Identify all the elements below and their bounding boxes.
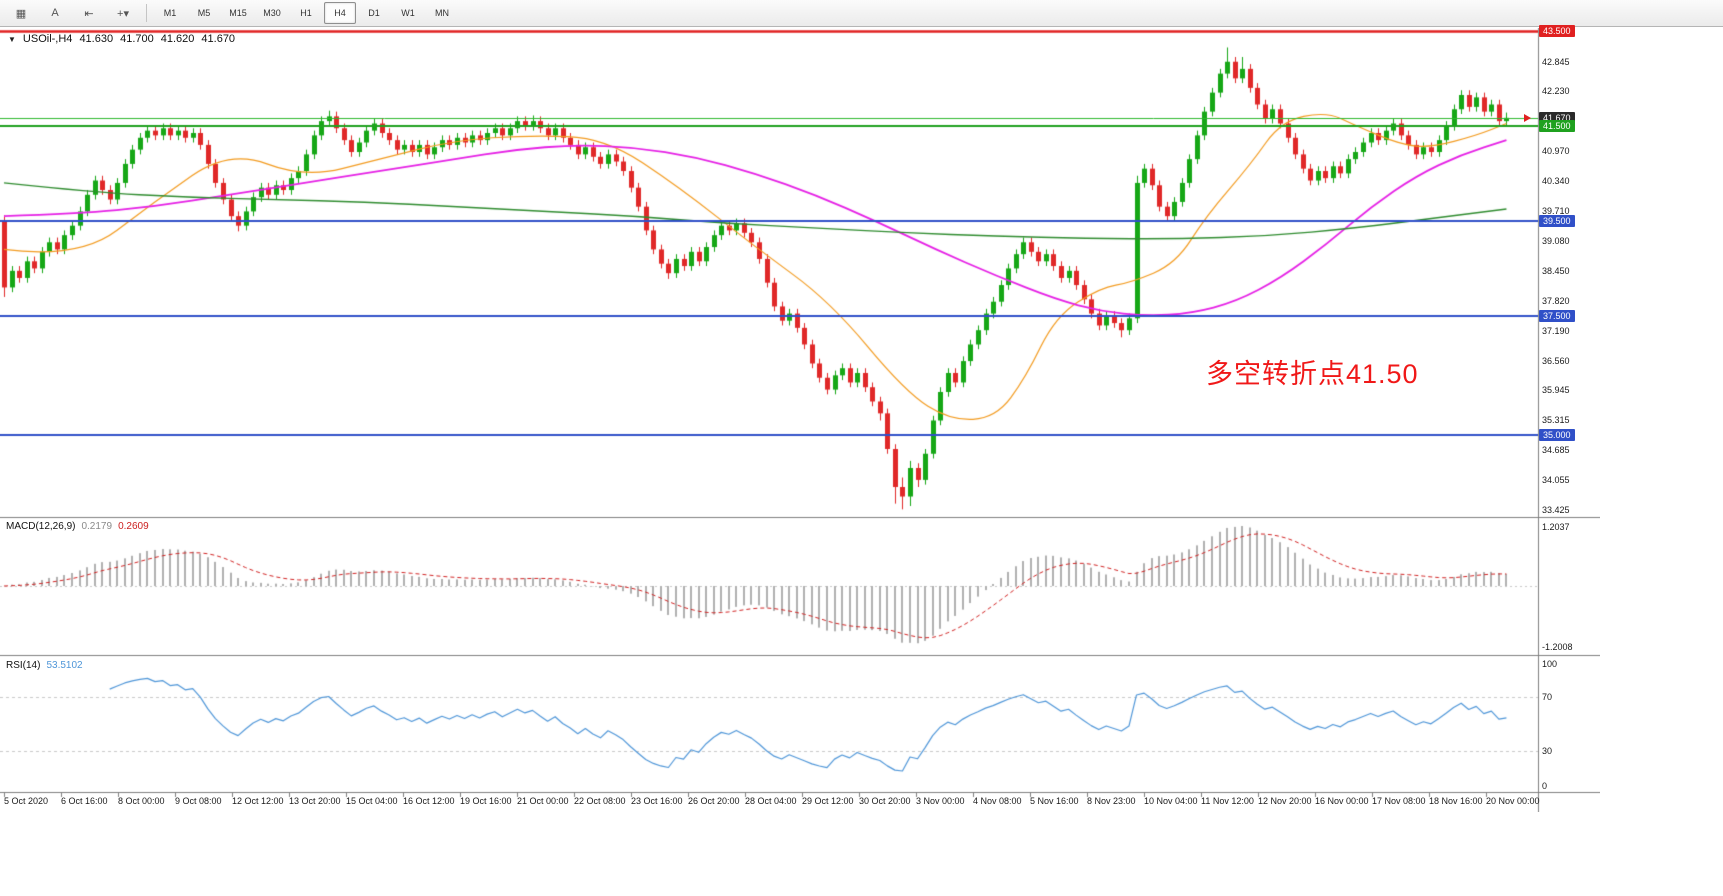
price-tick-label: 42.845 xyxy=(1542,56,1570,67)
price-tick-label: 37.820 xyxy=(1542,295,1570,306)
rsi-scale-label: 30 xyxy=(1542,745,1553,756)
time-tick-label: 12 Nov 20:00 xyxy=(1258,796,1312,806)
time-tick-label: 26 Oct 20:00 xyxy=(688,796,740,806)
chart-windows-icon[interactable]: ▦ xyxy=(15,7,27,20)
macd-value: 0.2179 xyxy=(81,521,113,532)
insert-text-icon[interactable]: A xyxy=(51,7,59,19)
price-tick-label: 34.055 xyxy=(1542,474,1570,485)
time-tick-label: 3 Nov 00:00 xyxy=(916,796,965,806)
chart-header: ▼ USOil-,H4 41.630 41.700 41.620 41.670 xyxy=(8,33,235,45)
price-level-badge: 35.000 xyxy=(1539,428,1575,441)
time-tick-label: 17 Nov 08:00 xyxy=(1372,796,1426,806)
time-tick-label: 18 Nov 16:00 xyxy=(1429,796,1483,806)
price-tick-label: 35.945 xyxy=(1542,384,1570,395)
price-tick-label: 38.450 xyxy=(1542,265,1570,276)
timeframe-button-m5[interactable]: M5 xyxy=(197,8,211,18)
price-level-badge: 39.500 xyxy=(1539,214,1575,227)
symbol-title: USOil-,H4 xyxy=(22,33,73,45)
time-tick-label: 16 Oct 12:00 xyxy=(403,796,455,806)
timeframe-button-mn[interactable]: MN xyxy=(435,8,449,18)
price-level-badge: 37.500 xyxy=(1539,309,1575,322)
timeframe-button-h1[interactable]: H1 xyxy=(300,8,312,18)
time-tick-label: 9 Oct 08:00 xyxy=(175,796,222,806)
chart-annotation[interactable]: 多空转折点41.50 xyxy=(1206,359,1419,389)
price-tick-label: 42.230 xyxy=(1542,86,1570,97)
timeframe-button-d1[interactable]: D1 xyxy=(368,8,380,18)
price-scale[interactable]: 42.845 42.230 40.970 40.340 39.710 39.080 38.4… xyxy=(1538,24,1723,812)
ohlc-open: 41.630 xyxy=(79,33,114,45)
timeframe-button-m15[interactable]: M15 xyxy=(229,8,247,18)
price-tick-label: 40.970 xyxy=(1542,146,1570,157)
time-tick-label: 22 Oct 08:00 xyxy=(574,796,626,806)
price-tick-label: 36.560 xyxy=(1542,355,1570,366)
time-axis[interactable]: 5 Oct 2020 6 Oct 16:00 8 Oct 00:00 9 Oct 08… xyxy=(0,793,1540,813)
ohlc-low: 41.620 xyxy=(160,33,195,45)
time-tick-label: 5 Oct 2020 xyxy=(4,796,49,806)
time-tick-label: 5 Nov 16:00 xyxy=(1030,796,1079,806)
price-tick-label: 34.685 xyxy=(1542,444,1570,455)
time-tick-label: 8 Oct 00:00 xyxy=(118,796,165,806)
time-tick-label: 10 Nov 04:00 xyxy=(1144,796,1198,806)
price-tick-label: 33.425 xyxy=(1542,504,1570,515)
rsi-scale-label: 100 xyxy=(1542,659,1558,669)
time-tick-label: 28 Oct 04:00 xyxy=(745,796,797,806)
crosshair-icon[interactable]: +▾ xyxy=(117,7,129,20)
time-tick-label: 11 Nov 12:00 xyxy=(1201,796,1254,806)
macd-signal-value: 0.2609 xyxy=(118,521,149,532)
price-tick-label: 37.190 xyxy=(1542,325,1570,336)
collapse-triangle-icon[interactable]: ▼ xyxy=(8,34,16,44)
time-tick-label: 20 Nov 00:00 xyxy=(1486,796,1540,806)
macd-scale-label: 1.2037 xyxy=(1542,522,1570,532)
rsi-indicator-label: RSI(14) 53.5102 xyxy=(6,660,83,671)
ohlc-high: 41.700 xyxy=(120,33,154,45)
chart-shift-icon[interactable]: ⇤ xyxy=(84,7,94,20)
toolbar: ▦ A ⇤ +▾ M1 M5 M15 M30 H1 H4 D1 W1 MN xyxy=(0,0,1723,27)
toolbar-icon-group: ▦ A ⇤ +▾ xyxy=(4,2,140,24)
toolbar-separator xyxy=(146,4,147,22)
time-tick-label: 8 Nov 23:00 xyxy=(1087,796,1136,806)
price-tick-label: 39.710 xyxy=(1542,205,1570,216)
macd-name: MACD(12,26,9) xyxy=(6,521,76,532)
time-tick-label: 13 Oct 20:00 xyxy=(289,796,341,806)
price-tick-label: 35.315 xyxy=(1542,414,1570,425)
price-chart-canvas[interactable] xyxy=(0,28,1600,812)
time-tick-label: 12 Oct 12:00 xyxy=(232,796,284,806)
time-tick-label: 21 Oct 00:00 xyxy=(517,796,569,806)
timeframe-button-m1[interactable]: M1 xyxy=(163,8,177,18)
timeframe-button-h4[interactable]: H4 xyxy=(324,2,356,24)
timeframe-button-m30[interactable]: M30 xyxy=(263,8,281,18)
time-tick-label: 16 Nov 00:00 xyxy=(1315,796,1369,806)
time-tick-label: 23 Oct 16:00 xyxy=(631,796,683,806)
rsi-scale-label: 70 xyxy=(1542,692,1553,703)
price-level-badge: 43.500 xyxy=(1539,24,1575,37)
macd-scale-label: -1.2008 xyxy=(1542,642,1573,652)
time-tick-label: 15 Oct 04:00 xyxy=(346,796,398,806)
time-tick-label: 19 Oct 16:00 xyxy=(460,796,512,806)
timeframe-button-group: M1 M5 M15 M30 H1 H4 D1 W1 MN xyxy=(153,2,459,24)
timeframe-button-w1[interactable]: W1 xyxy=(401,8,415,18)
time-tick-label: 4 Nov 08:00 xyxy=(973,796,1022,806)
price-tick-label: 40.340 xyxy=(1542,176,1570,186)
current-price-arrow xyxy=(1524,113,1531,122)
time-tick-label: 29 Oct 12:00 xyxy=(802,796,854,806)
price-tick-label: 39.080 xyxy=(1542,235,1570,246)
ohlc-close: 41.670 xyxy=(201,33,236,45)
rsi-value: 53.5102 xyxy=(46,660,83,671)
price-level-badge: 41.500 xyxy=(1539,119,1575,132)
rsi-scale-label: 0 xyxy=(1542,781,1548,791)
rsi-name: RSI(14) xyxy=(6,660,41,671)
macd-indicator-label: MACD(12,26,9) 0.2179 0.2609 xyxy=(6,521,149,532)
time-tick-label: 6 Oct 16:00 xyxy=(61,796,108,806)
time-tick-label: 30 Oct 20:00 xyxy=(859,796,911,806)
